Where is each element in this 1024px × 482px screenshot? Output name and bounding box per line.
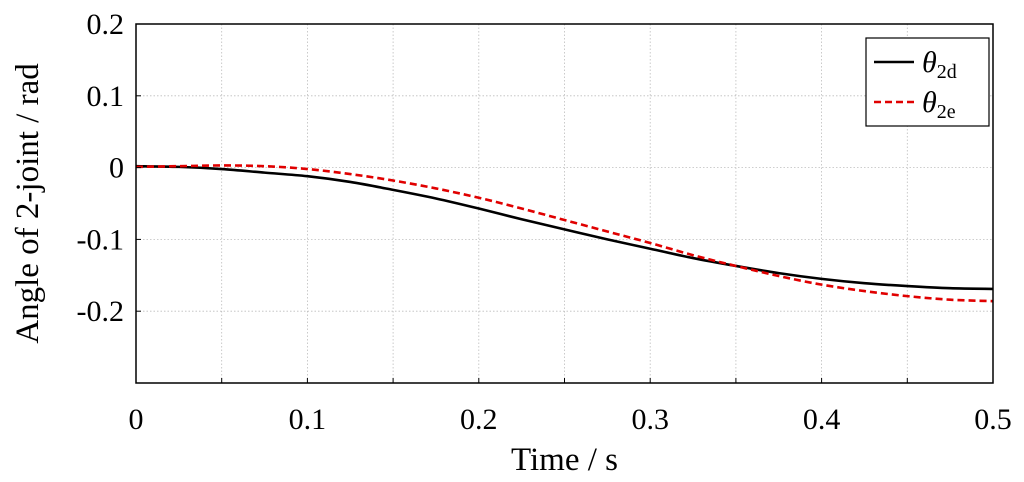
y-axis-label: Angle of 2-joint / rad bbox=[10, 63, 46, 344]
y-tick-labels: 0.2 0.1 0 -0.1 -0.2 bbox=[77, 8, 125, 328]
axis-ticks bbox=[135, 23, 994, 384]
series-layer bbox=[135, 164, 994, 303]
series-line-2d bbox=[135, 164, 994, 291]
grid-lines bbox=[136, 24, 993, 383]
legend-label-2e: θ2e bbox=[922, 86, 956, 123]
legend-label-2d: θ2d bbox=[922, 46, 957, 83]
x-axis-label: Time / s bbox=[511, 442, 618, 478]
x-tick-label: 0.3 bbox=[631, 403, 669, 436]
y-tick-label: 0 bbox=[109, 152, 124, 185]
x-tick-labels: 0 0.1 0.2 0.3 0.4 0.5 bbox=[129, 403, 1012, 436]
y-tick-label: -0.1 bbox=[77, 223, 125, 256]
x-tick-label: 0 bbox=[129, 403, 144, 436]
x-tick-label: 0.4 bbox=[803, 403, 841, 436]
y-tick-label: -0.2 bbox=[77, 295, 125, 328]
x-tick-label: 0.1 bbox=[289, 403, 327, 436]
series-line-2e bbox=[135, 164, 994, 303]
legend-box bbox=[865, 37, 990, 127]
y-tick-label: 0.2 bbox=[87, 8, 125, 41]
x-tick-label: 0.5 bbox=[974, 403, 1012, 436]
x-tick-label: 0.2 bbox=[460, 403, 498, 436]
y-tick-label: 0.1 bbox=[87, 80, 125, 113]
